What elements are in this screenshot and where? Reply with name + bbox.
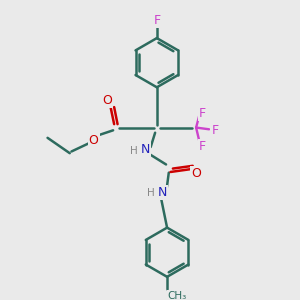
Text: O: O [89, 134, 99, 147]
Text: F: F [153, 14, 161, 27]
Text: F: F [211, 124, 218, 137]
Text: O: O [191, 167, 201, 180]
Text: H: H [130, 146, 138, 156]
Text: CH₃: CH₃ [168, 291, 187, 300]
Text: F: F [199, 107, 206, 120]
Text: O: O [102, 94, 112, 107]
Text: N: N [141, 143, 150, 156]
Text: F: F [199, 140, 206, 153]
Text: N: N [157, 186, 167, 199]
Text: H: H [147, 188, 154, 199]
